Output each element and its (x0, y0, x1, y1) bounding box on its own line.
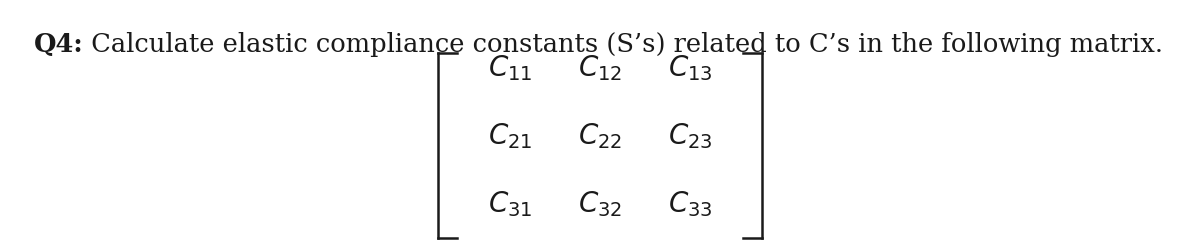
Text: $\mathit{C_{11}}$: $\mathit{C_{11}}$ (488, 53, 532, 83)
Text: $\mathit{C_{33}}$: $\mathit{C_{33}}$ (667, 189, 713, 219)
Text: $\mathit{C_{21}}$: $\mathit{C_{21}}$ (488, 121, 532, 151)
Text: $\mathit{C_{13}}$: $\mathit{C_{13}}$ (667, 53, 713, 83)
Text: $\mathit{C_{31}}$: $\mathit{C_{31}}$ (488, 189, 532, 219)
Text: Calculate elastic compliance constants (S’s) related to C’s in the following mat: Calculate elastic compliance constants (… (83, 32, 1163, 57)
Text: $\mathit{C_{22}}$: $\mathit{C_{22}}$ (578, 121, 622, 151)
Text: $\mathit{C_{12}}$: $\mathit{C_{12}}$ (578, 53, 622, 83)
Text: $\mathit{C_{32}}$: $\mathit{C_{32}}$ (578, 189, 622, 219)
Text: $\mathit{C_{23}}$: $\mathit{C_{23}}$ (667, 121, 713, 151)
Text: Q4:: Q4: (34, 32, 83, 57)
